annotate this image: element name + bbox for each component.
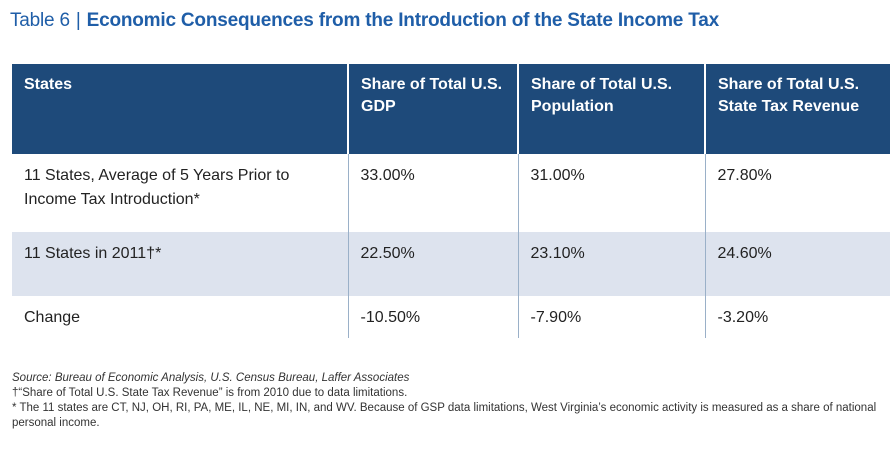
population-share-cell: -7.90%	[518, 296, 706, 338]
header-population-share: Share of Total U.S. Population	[518, 64, 706, 154]
dagger-footnote: †“Share of Total U.S. State Tax Revenue”…	[12, 387, 408, 399]
gdp-share-cell: 22.50%	[348, 232, 519, 296]
data-table: States Share of Total U.S. GDP Share of …	[12, 64, 890, 338]
table-title: Table 6 | Economic Consequences from the I…	[10, 10, 719, 32]
gdp-share-cell: -10.50%	[348, 296, 519, 338]
header-tax-revenue-share: Share of Total U.S. State Tax Revenue	[705, 64, 890, 154]
table-notes: Source: Bureau of Economic Analysis, U.S…	[12, 371, 890, 431]
table-row: Change -10.50% -7.90% -3.20%	[12, 296, 890, 338]
table-number: Table 6	[10, 10, 70, 31]
row-label: 11 States in 2011†*	[12, 232, 349, 296]
population-share-cell: 31.00%	[518, 154, 706, 232]
table-title-text: Economic Consequences from the Introduct…	[86, 10, 720, 31]
population-share-cell: 23.10%	[518, 232, 706, 296]
header-states: States	[12, 64, 349, 154]
title-separator: |	[75, 10, 81, 31]
row-label: Change	[12, 296, 349, 338]
asterisk-footnote: * The 11 states are CT, NJ, OH, RI, PA, …	[12, 402, 877, 429]
header-row: States Share of Total U.S. GDP Share of …	[12, 64, 890, 154]
header-gdp-share: Share of Total U.S. GDP	[348, 64, 519, 154]
tax-revenue-share-cell: -3.20%	[705, 296, 890, 338]
table-row: 11 States in 2011†* 22.50% 23.10% 24.60%	[12, 232, 890, 296]
gdp-share-cell: 33.00%	[348, 154, 519, 232]
tax-revenue-share-cell: 24.60%	[705, 232, 890, 296]
table-row: 11 States, Average of 5 Years Prior to I…	[12, 154, 890, 232]
row-label: 11 States, Average of 5 Years Prior to I…	[12, 154, 349, 232]
source-note: Source: Bureau of Economic Analysis, U.S…	[12, 372, 410, 384]
tax-revenue-share-cell: 27.80%	[705, 154, 890, 232]
